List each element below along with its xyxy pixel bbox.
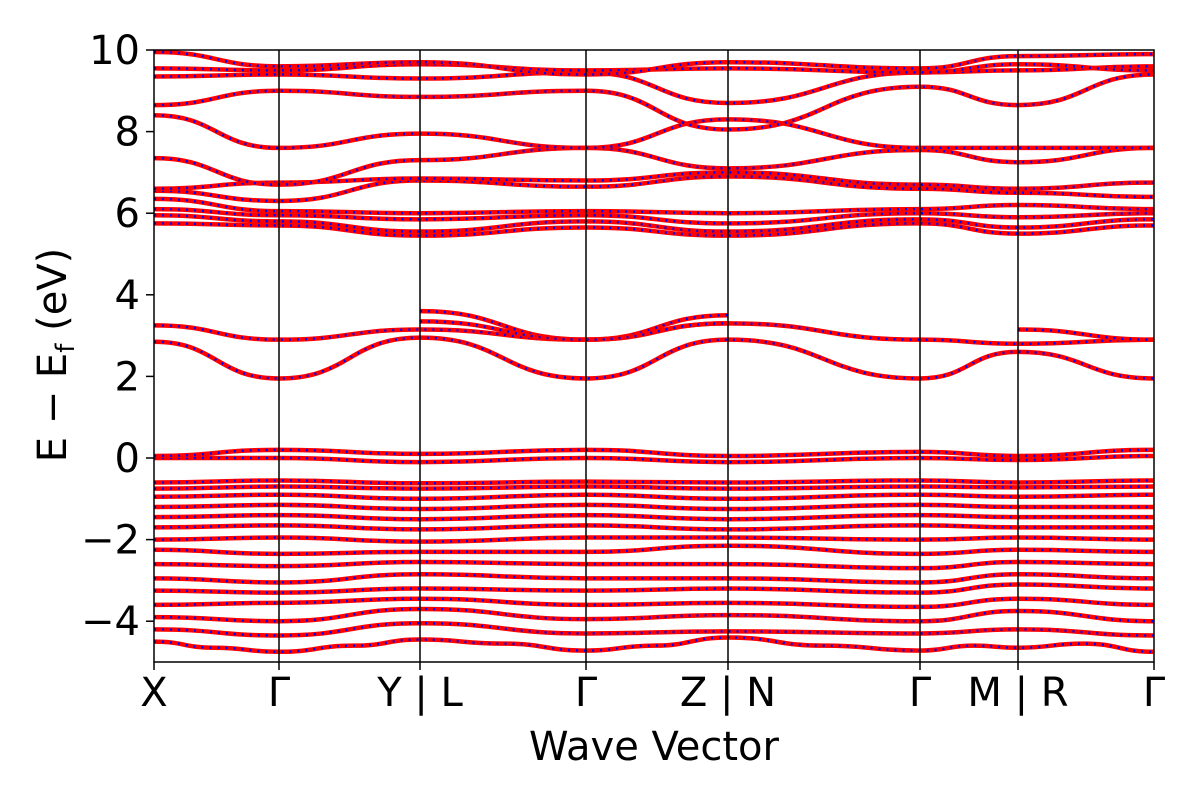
band-line — [154, 206, 1154, 226]
band-line — [154, 72, 1154, 132]
band-line — [154, 582, 1154, 595]
bands-layer — [154, 50, 1154, 655]
band-line — [154, 174, 1154, 204]
band-line — [154, 447, 1154, 459]
band-line — [154, 453, 1154, 465]
band-line — [154, 559, 1154, 571]
x-tick-label: X — [140, 670, 167, 716]
band-line-overlay — [419, 320, 729, 341]
x-tick-label: Γ — [268, 670, 291, 716]
band-line — [154, 492, 1154, 502]
x-tick-label: Y | L — [376, 670, 463, 716]
band-line — [154, 145, 1154, 187]
band-line — [154, 484, 1154, 491]
y-axis-label-subscript: f — [51, 343, 81, 353]
kpoint-separators — [278, 50, 1019, 662]
y-tick-label: 10 — [89, 28, 140, 74]
band-line — [154, 606, 1154, 624]
x-tick-label: Z | N — [680, 670, 776, 716]
plot-frame — [153, 49, 1155, 663]
x-tick-label: Γ — [575, 670, 598, 716]
band-line — [154, 64, 1154, 106]
y-tick-label: 2 — [115, 354, 140, 400]
band-line-overlay — [154, 621, 1154, 637]
band-line — [154, 196, 1154, 216]
y-axis-label: E − Ef (eV) — [30, 248, 81, 463]
band-line — [154, 113, 1154, 151]
band-line-overlay — [154, 222, 1154, 237]
band-line-overlay — [154, 171, 1154, 190]
x-axis: X Γ Y | L Γ Z | N Γ M | R Γ — [140, 662, 1166, 716]
band-line — [154, 502, 1154, 512]
y-tick-label: 0 — [115, 436, 140, 482]
y-tick-label: −2 — [81, 518, 140, 564]
band-line — [154, 535, 1154, 544]
band-line-overlay — [154, 560, 1154, 570]
x-tick-label: M | R — [967, 670, 1068, 716]
band-line-overlay — [154, 583, 1154, 594]
band-line-overlay — [154, 536, 1154, 543]
y-tick-label: 8 — [115, 110, 140, 156]
band-line — [1017, 327, 1154, 342]
band-line — [154, 335, 1154, 381]
band-line — [154, 620, 1154, 638]
y-tick-label: 6 — [115, 191, 140, 237]
y-axis-label-main: E − E — [30, 353, 76, 463]
band-line-overlay — [154, 114, 1154, 150]
band-line — [154, 478, 1154, 486]
x-axis-label: Wave Vector — [529, 724, 780, 770]
y-tick-label: 4 — [115, 273, 140, 319]
x-tick-label: Γ — [1143, 670, 1166, 716]
band-line — [154, 50, 1154, 77]
band-line — [154, 635, 1154, 655]
band-line-overlay — [154, 573, 1154, 584]
band-line-overlay — [154, 213, 1154, 233]
band-line-overlay — [154, 146, 1154, 186]
band-line-overlay — [154, 607, 1154, 623]
band-line — [154, 572, 1154, 585]
band-line — [154, 543, 1154, 557]
band-line — [154, 523, 1154, 532]
band-line — [154, 596, 1154, 610]
band-line-overlay — [154, 73, 1154, 131]
y-axis: −4 −2 0 2 4 6 8 10 — [81, 28, 154, 645]
band-line — [154, 512, 1154, 522]
x-tick-label: Γ — [909, 670, 932, 716]
y-axis-label-unit: (eV) — [30, 248, 76, 344]
y-tick-label: −4 — [81, 599, 140, 645]
